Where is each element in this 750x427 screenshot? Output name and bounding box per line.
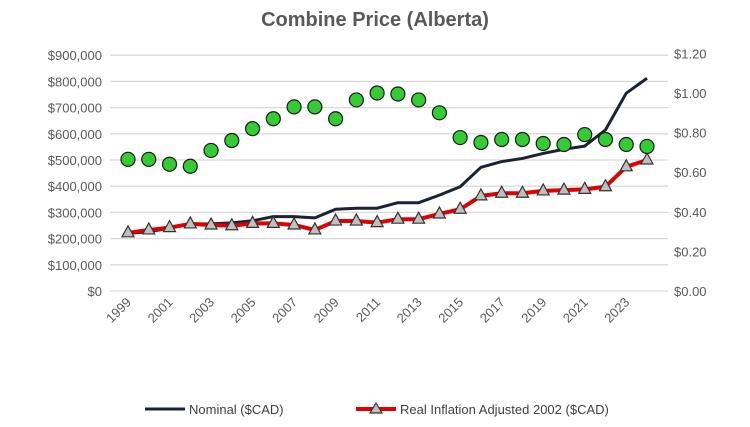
x-tick-label: 2015 [435,295,466,326]
x-axis-ticks: 1999 2001 2003 2005 2007 2009 2011 2013 2015 2017… [103,295,632,326]
left-axis-ticks: $0 $100,000 $200,000 $300,000 $400,000 $500,0… [48,48,102,299]
legend-item-real[interactable]: Real Inflation Adjusted 2002 ($CAD) [356,401,609,417]
y-right-tick-label: $0.00 [674,284,707,299]
circle-point [431,105,447,121]
series-layer [120,77,655,238]
x-tick-label: 2013 [394,295,425,326]
circle-point [307,99,323,115]
legend-label-real: Real Inflation Adjusted 2002 ($CAD) [400,402,609,417]
triangle-point [370,214,385,228]
x-tick-label: 2011 [353,295,383,325]
circle-point [265,111,281,127]
circle-point [203,142,219,159]
y-right-tick-label: $0.20 [674,244,707,259]
y-left-tick-label: $800,000 [48,74,102,89]
y-left-tick-label: $600,000 [48,127,102,142]
triangle-marker-icon [368,401,384,414]
y-left-tick-label: $0 [88,284,102,299]
y-left-tick-label: $400,000 [48,179,102,194]
y-left-tick-label: $100,000 [48,258,102,273]
y-right-tick-label: $0.80 [674,126,707,141]
triangle-point [556,181,571,195]
series-line-1 [127,158,648,235]
triangle-point [224,217,239,231]
circle-point [286,99,302,115]
triangle-point [494,185,509,198]
circle-point [141,151,157,167]
x-tick-label: 2023 [601,295,632,326]
y-left-tick-label: $300,000 [48,205,102,220]
circle-point [535,135,551,152]
triangle-point [287,216,302,230]
circle-point [639,138,655,155]
circle-point [514,131,531,148]
triangle-point [120,224,136,238]
triangle-point [141,221,156,235]
x-tick-label: 2021 [560,295,591,326]
triangle-point [307,221,322,235]
circle-point [556,136,572,153]
triangle-point [473,187,488,201]
triangle-point [266,215,281,229]
circle-point [452,129,468,146]
triangle-point [162,219,177,233]
chart-title: Combine Price (Alberta) [261,9,489,31]
triangle-point [598,178,613,192]
triangle-point [639,151,655,165]
circle-point [618,136,634,153]
x-tick-label: 2017 [477,295,508,326]
circle-point [161,156,178,172]
circle-point [328,111,344,127]
y-right-tick-label: $0.60 [674,165,707,180]
triangle-point [245,215,260,229]
x-tick-label: 2001 [145,295,176,326]
x-tick-label: 2005 [228,295,259,326]
circle-point [411,92,427,108]
x-tick-label: 1999 [103,295,134,326]
triangle-point [432,205,447,219]
circle-point [494,131,510,148]
y-right-tick-label: $0.40 [674,205,707,220]
legend-label-nominal: Nominal ($CAD) [189,402,284,417]
circle-point [597,131,614,148]
y-right-tick-label: $1.20 [674,46,707,61]
y-left-tick-label: $500,000 [48,153,102,168]
circle-point [390,86,406,102]
circle-point [577,126,593,143]
y-left-tick-label: $900,000 [48,48,102,63]
circle-point [224,132,240,149]
legend-item-nominal[interactable]: Nominal ($CAD) [145,402,284,417]
triangle-point [204,216,219,230]
y-left-tick-label: $700,000 [48,101,102,116]
triangle-point [183,215,198,229]
y-left-tick-label: $200,000 [48,232,102,247]
circle-point [120,151,136,167]
circle-point [348,92,364,108]
x-tick-label: 2003 [186,295,217,326]
gridlines [110,54,668,292]
triangle-point [577,181,592,194]
circle-point [244,121,261,137]
circle-point [182,158,198,174]
legend: Nominal ($CAD) Real Inflation Adjusted 2… [145,401,609,417]
x-tick-label: 2009 [311,295,342,326]
x-tick-label: 2019 [518,295,549,326]
triangle-point [515,185,530,198]
circle-point [473,134,489,151]
triangle-point [411,210,426,224]
triangle-point [619,158,634,172]
triangle-point [453,201,468,214]
triangle-point [349,212,364,226]
y-right-tick-label: $1.00 [674,86,707,101]
triangle-point [390,210,405,224]
right-axis-ticks: $0.00 $0.20 $0.40 $0.60 $0.80 $1.00 $1.20 [674,46,707,299]
x-tick-label: 2007 [269,295,300,326]
circle-point [369,85,385,101]
triangle-point [536,182,551,196]
triangle-point [328,212,343,226]
